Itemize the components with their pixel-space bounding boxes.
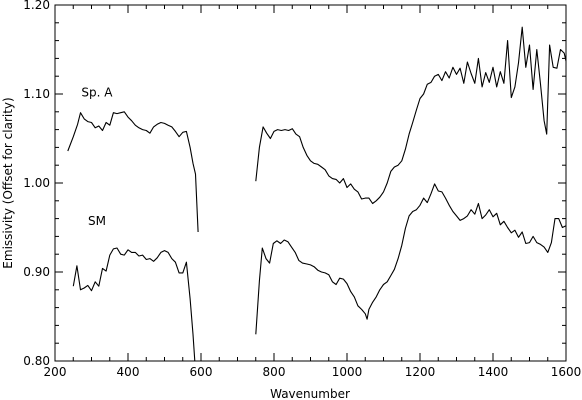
y-tick-label: 0.90: [23, 265, 50, 279]
series-2-line-segment-2: [255, 183, 567, 335]
x-axis-label: Wavenumber: [270, 387, 350, 400]
x-tick-label: 600: [190, 365, 213, 379]
x-tick-label: 400: [117, 365, 140, 379]
plot-frame: [54, 4, 567, 362]
x-tick-label: 1400: [478, 365, 509, 379]
ticks-layer: [54, 4, 567, 362]
y-tick-label: 1.10: [23, 87, 50, 101]
tick-labels-layer: 200 400 600 800 1000 1200 1400 1600 0.80 0.90 1.00…: [23, 0, 581, 379]
x-tick-label: 1200: [405, 365, 436, 379]
annotations-layer: Sp. A SM: [81, 86, 113, 228]
x-tick-label: 1600: [551, 365, 582, 379]
series-1-line-segment-1: [67, 111, 199, 233]
y-tick-label: 0.80: [23, 354, 50, 368]
y-tick-label: 1.20: [23, 0, 50, 12]
series-annotation: Sp. A: [81, 86, 113, 100]
x-tick-label: 800: [263, 365, 286, 379]
x-tick-label: 1000: [332, 365, 363, 379]
y-axis-label: Emissivity (Offset for clarity): [1, 97, 15, 268]
series-2-line-segment-1: [72, 247, 196, 362]
series-1-line-segment-2: [255, 26, 567, 205]
x-tick-label: 200: [44, 365, 67, 379]
series-layer: [67, 26, 567, 362]
y-tick-label: 1.00: [23, 176, 50, 190]
series-annotation: SM: [88, 214, 106, 228]
